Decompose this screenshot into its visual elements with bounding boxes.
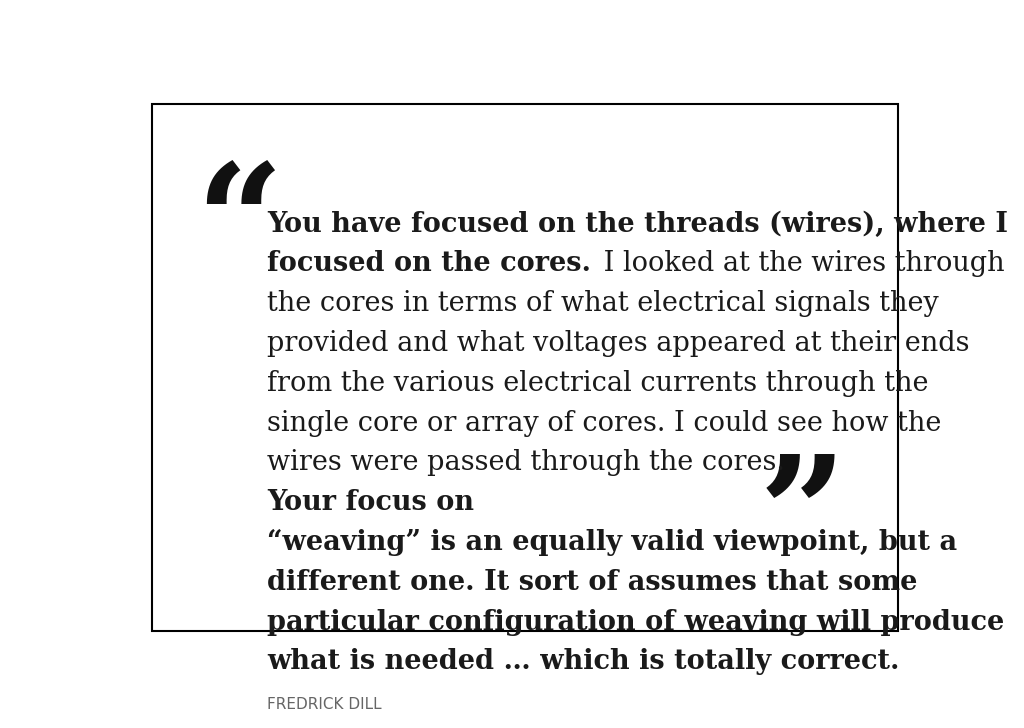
Text: wires were passed through the cores.: wires were passed through the cores. [267,449,784,477]
Text: “weaving” is an equally valid viewpoint, but a: “weaving” is an equally valid viewpoint,… [267,529,957,556]
FancyBboxPatch shape [152,104,898,631]
Text: Your focus on: Your focus on [267,489,474,516]
Text: ”: ” [759,449,847,598]
Text: different one. It sort of assumes that some: different one. It sort of assumes that s… [267,569,918,596]
Text: “: “ [196,157,284,306]
Text: what is needed … which is totally correct.: what is needed … which is totally correc… [267,649,899,676]
Text: provided and what voltages appeared at their ends: provided and what voltages appeared at t… [267,330,970,357]
Text: the cores in terms of what electrical signals they: the cores in terms of what electrical si… [267,290,939,317]
Text: You have focused on the threads (wires), where I: You have focused on the threads (wires),… [267,210,1008,237]
Text: particular configuration of weaving will produce: particular configuration of weaving will… [267,609,1005,636]
Text: from the various electrical currents through the: from the various electrical currents thr… [267,370,929,397]
Text: focused on the cores.: focused on the cores. [267,250,591,277]
Text: FREDRICK DILL: FREDRICK DILL [267,697,382,712]
Text: single core or array of cores. I could see how the: single core or array of cores. I could s… [267,410,941,437]
Text: I looked at the wires through: I looked at the wires through [595,250,1005,277]
